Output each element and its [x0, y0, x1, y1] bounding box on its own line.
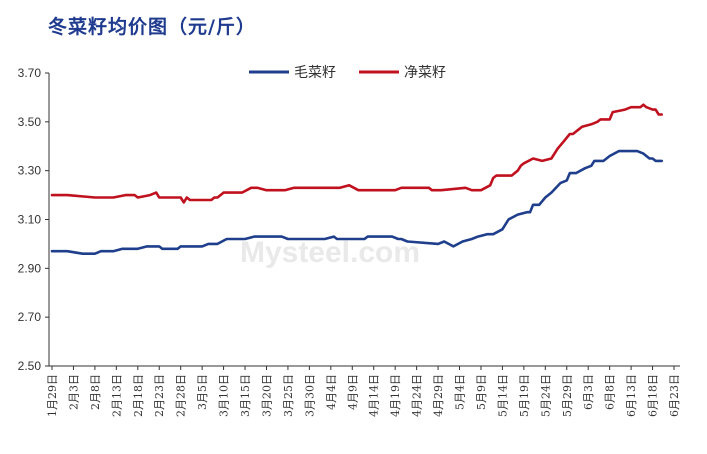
x-tick-label: 3月15日 [239, 374, 252, 417]
legend-label-1: 毛菜籽 [294, 65, 336, 81]
x-tick-label: 5月29日 [561, 374, 574, 417]
x-tick-label: 3月10日 [218, 374, 231, 417]
series-line-2 [50, 103, 663, 204]
series-lines [50, 103, 663, 255]
x-tick-label: 4月29日 [432, 374, 445, 417]
y-axis: 2.50 2.70 2.90 3.10 3.30 3.50 3.70 [18, 66, 50, 373]
y-tick-label: 2.70 [18, 310, 42, 324]
y-tick-label: 2.90 [18, 261, 42, 275]
x-axis: 1月29日 2月3日 2月8日 2月13日 2月18日 2月23日 2月28日 3月5日 3月1… [46, 365, 681, 417]
x-tick-label: 4月4日 [325, 374, 338, 410]
x-tick-label: 4月19日 [389, 374, 402, 417]
x-tick-label: 3月5日 [196, 374, 209, 410]
x-tick-label: 3月20日 [260, 374, 273, 417]
y-tick-label: 3.30 [18, 164, 42, 178]
y-tick-label: 3.10 [18, 213, 42, 227]
y-tick-label: 2.50 [18, 359, 42, 373]
x-tick-label: 1月29日 [46, 374, 59, 417]
legend-label-2: 净菜籽 [404, 65, 446, 81]
x-tick-label: 3月25日 [282, 374, 295, 417]
legend: 毛菜籽 净菜籽 [249, 65, 446, 81]
x-tick-label: 2月18日 [132, 374, 145, 417]
x-tick-label: 5月4日 [454, 374, 467, 410]
x-tick-label: 6月18日 [647, 374, 660, 417]
x-tick-label: 5月14日 [496, 374, 509, 417]
x-tick-label: 6月3日 [582, 374, 595, 410]
x-tick-label: 2月8日 [89, 374, 102, 410]
x-tick-label: 2月3日 [67, 374, 80, 410]
x-tick-label: 4月9日 [346, 374, 359, 410]
watermark-text: Mysteel.com [240, 236, 420, 269]
series-line-1 [50, 149, 663, 255]
x-tick-label: 4月24日 [411, 374, 424, 417]
x-tick-label: 5月19日 [518, 374, 531, 417]
x-tick-label: 6月23日 [668, 374, 681, 417]
y-tick-label: 3.50 [18, 115, 42, 129]
x-tick-label: 3月30日 [303, 374, 316, 417]
chart-title: 冬菜籽均价图（元/斤） [48, 16, 256, 38]
x-tick-label: 2月28日 [175, 374, 188, 417]
y-tick-label: 3.70 [18, 66, 42, 80]
x-tick-label: 5月24日 [539, 374, 552, 417]
x-tick-label: 5月9日 [475, 374, 488, 410]
x-tick-label: 2月13日 [110, 374, 123, 417]
x-tick-label: 4月14日 [368, 374, 381, 417]
x-tick-label: 6月13日 [625, 374, 638, 417]
x-tick-label: 6月8日 [604, 374, 617, 410]
x-tick-label: 2月23日 [153, 374, 166, 417]
